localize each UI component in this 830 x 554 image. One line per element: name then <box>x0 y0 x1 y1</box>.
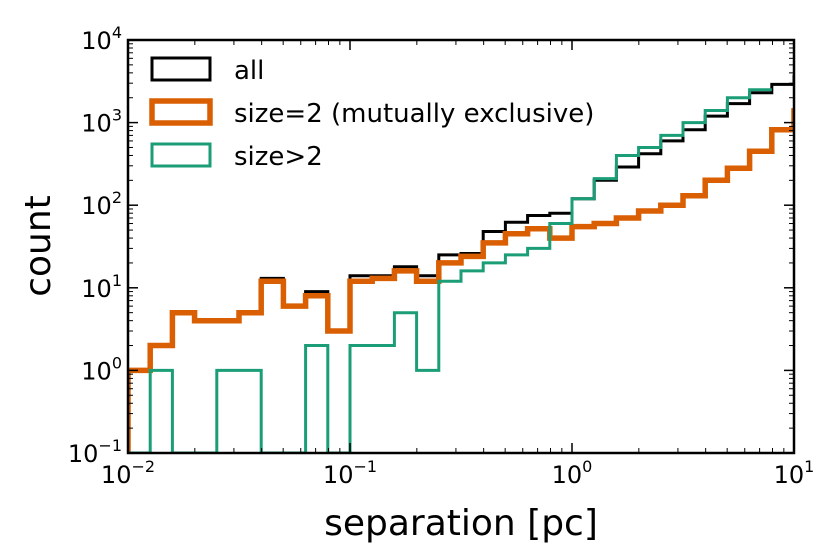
x-axis-label: separation [pc] <box>324 503 598 544</box>
legend-swatch <box>149 98 213 126</box>
legend-label: all <box>234 56 264 86</box>
x-tick-label: 100 <box>552 457 593 489</box>
series-step-line-3 <box>128 88 772 453</box>
series-layer <box>128 74 794 453</box>
y-tick-label: 102 <box>81 188 122 220</box>
y-tick-label: 103 <box>81 106 122 138</box>
x-tick-label: 101 <box>774 457 815 489</box>
x-tick-label: 10−1 <box>323 457 377 489</box>
legend-swatch <box>150 142 212 168</box>
y-tick-label: 101 <box>81 271 122 303</box>
legend-swatch <box>150 56 212 82</box>
legend: all size=2 (mutually exclusive) size>2 <box>149 56 594 172</box>
x-tick-label: 10−2 <box>101 457 155 489</box>
legend-label: size=2 (mutually exclusive) <box>234 99 594 129</box>
series-step-line-2 <box>128 108 794 453</box>
y-tick-label: 104 <box>81 23 122 55</box>
y-axis-label: count <box>18 195 59 297</box>
plot-frame <box>126 38 796 455</box>
legend-label: size>2 <box>234 142 323 172</box>
y-tick-label: 10−1 <box>68 436 122 468</box>
y-tick-label: 100 <box>81 353 122 385</box>
